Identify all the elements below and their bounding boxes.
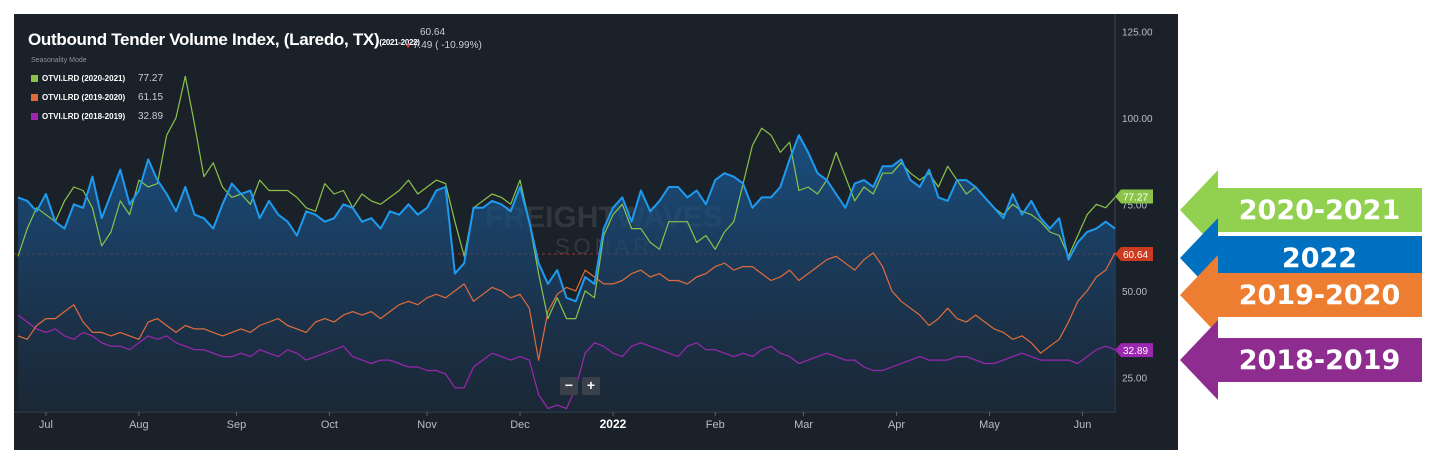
legend-item[interactable]: OTVI.LRD (2019-2020) 61.15	[31, 88, 163, 107]
legend-swatch	[31, 94, 38, 101]
y-tick-label: 125.00	[1122, 27, 1153, 38]
end-value-badge-shape	[1115, 343, 1153, 358]
series-line-2021-2022	[17, 134, 1116, 303]
chart-panel: FREIGHTWAVESSONAR25.0050.0075.00100.0012…	[14, 14, 1178, 450]
x-tick-label: 2022	[600, 417, 627, 431]
seasonality-mode-label: Seasonality Mode	[31, 57, 87, 64]
arrow-label-2020-2021: 2020-2021	[1217, 188, 1422, 232]
legend: OTVI.LRD (2020-2021) 77.27 OTVI.LRD (201…	[31, 69, 163, 126]
x-tick-label: Feb	[706, 419, 725, 431]
y-tick-label: 100.00	[1122, 114, 1153, 125]
x-tick-label: Apr	[888, 419, 905, 431]
legend-item[interactable]: OTVI.LRD (2020-2021) 77.27	[31, 69, 163, 88]
y-tick-label: 25.00	[1122, 373, 1147, 384]
legend-value: 61.15	[138, 92, 164, 103]
chart-title-range: (2021-2022)	[379, 38, 420, 47]
arrow-label-2019-2020: 2019-2020	[1217, 273, 1422, 317]
arrow-label-2022: 2022	[1217, 236, 1422, 280]
series-area-2021-2022	[18, 135, 1115, 412]
legend-value: 32.89	[138, 111, 164, 122]
line-chart: FREIGHTWAVESSONAR25.0050.0075.00100.0012…	[14, 14, 1153, 431]
end-value-badge: 77.27	[1115, 189, 1153, 204]
x-tick-label: Dec	[510, 419, 530, 431]
end-value-badge-shape	[1115, 189, 1153, 204]
zoom-out-button[interactable]: −	[560, 377, 578, 395]
end-value-badge: 32.89	[1115, 343, 1153, 358]
x-tick-label: Jun	[1074, 419, 1092, 431]
end-value-badge-shape	[1115, 247, 1153, 262]
zoom-in-button[interactable]: +	[582, 377, 600, 395]
legend-name: OTVI.LRD (2019-2020)	[42, 93, 126, 102]
x-tick-label: Nov	[417, 419, 437, 431]
current-value: 60.64	[420, 27, 446, 38]
change-text: 7.49 ( -10.99%)	[412, 40, 482, 51]
arrow-tip-2018-2019	[1180, 320, 1218, 400]
x-tick-label: Mar	[794, 419, 813, 431]
arrow-label-2018-2019: 2018-2019	[1217, 338, 1422, 382]
y-tick-label: 50.00	[1122, 287, 1147, 298]
x-tick-label: Sep	[227, 419, 247, 431]
legend-value: 77.27	[138, 73, 164, 84]
legend-item[interactable]: OTVI.LRD (2018-2019) 32.89	[31, 107, 163, 126]
change-readout: ♦ 7.49 ( -10.99%)	[406, 40, 482, 51]
x-tick-label: Oct	[321, 419, 338, 431]
end-value-label: 60.64	[1123, 250, 1148, 261]
end-value-label: 77.27	[1123, 192, 1148, 203]
series-line-2018-2019	[17, 314, 1116, 410]
chart-title-text: Outbound Tender Volume Index, (Laredo, T…	[28, 30, 380, 49]
end-value-label: 32.89	[1123, 346, 1148, 357]
y-tick-label: 75.00	[1122, 200, 1147, 211]
legend-name: OTVI.LRD (2020-2021)	[42, 74, 126, 83]
chart-title: Outbound Tender Volume Index, (Laredo, T…	[28, 30, 420, 50]
x-tick-label: May	[979, 419, 1000, 431]
series-line-2019-2020	[17, 252, 1116, 361]
x-tick-label: Jul	[39, 419, 53, 431]
legend-swatch	[31, 75, 38, 82]
end-value-badge: 60.64	[1115, 247, 1153, 262]
legend-name: OTVI.LRD (2018-2019)	[42, 112, 126, 121]
down-triangle-icon: ♦	[406, 41, 411, 50]
x-tick-label: Aug	[129, 419, 149, 431]
legend-swatch	[31, 113, 38, 120]
